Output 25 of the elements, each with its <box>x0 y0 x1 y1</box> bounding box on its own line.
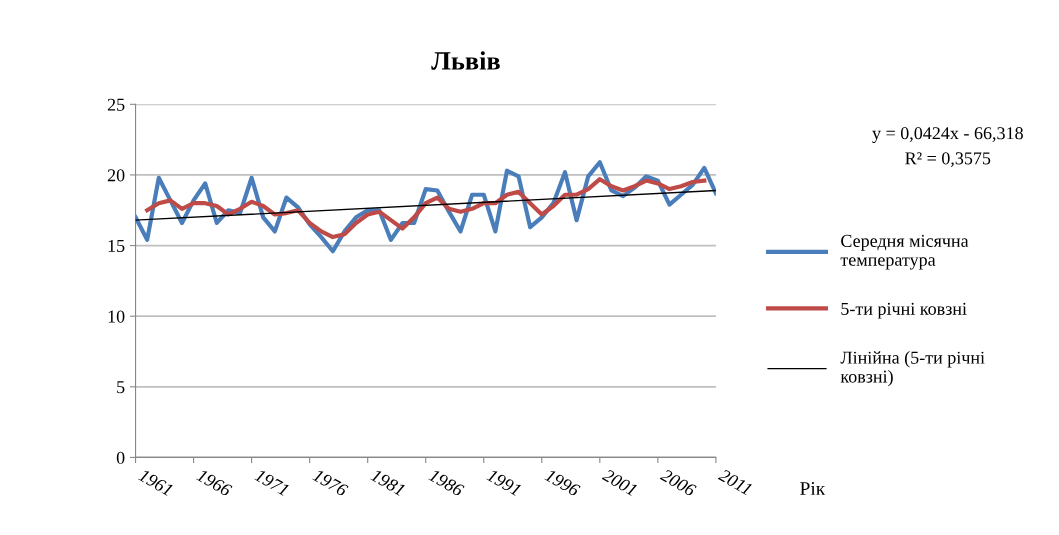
y-tick-label: 10 <box>108 310 125 323</box>
x-tick-label: 1976 <box>312 468 349 497</box>
x-tick-label: 1971 <box>254 468 290 496</box>
x-tick-label: 1996 <box>544 468 581 497</box>
x-tick-label: 1966 <box>195 468 233 497</box>
x-tick-label: 1961 <box>137 468 174 496</box>
x-tick-label: 2001 <box>601 468 638 496</box>
y-tick-label: 15 <box>108 239 125 253</box>
y-tick-label: 20 <box>107 169 125 182</box>
legend-label: Середня місячна температура <box>840 234 969 270</box>
x-tick-label: 1981 <box>370 468 406 496</box>
chart-title: Львів <box>431 51 500 70</box>
y-tick-label: 5 <box>117 381 125 394</box>
x-tick-label: 2006 <box>659 468 697 497</box>
y-tick-label: 25 <box>107 98 125 111</box>
x-tick-label: 1986 <box>428 468 465 497</box>
text: R² = 0,3575 <box>905 152 991 168</box>
y-tick-label: 0 <box>116 451 125 464</box>
legend-label: 5-ти річні ковзні <box>841 302 967 319</box>
line-series <box>145 177 707 240</box>
text: y = 0,0424x - 66,318 <box>872 127 1023 143</box>
x-tick-label: 2011 <box>717 468 753 496</box>
legend-label: Лінійна (5-ти річні ковзні) <box>840 351 985 387</box>
x-tick-label: 1991 <box>486 468 522 496</box>
x-axis-title: Рік <box>800 482 826 495</box>
